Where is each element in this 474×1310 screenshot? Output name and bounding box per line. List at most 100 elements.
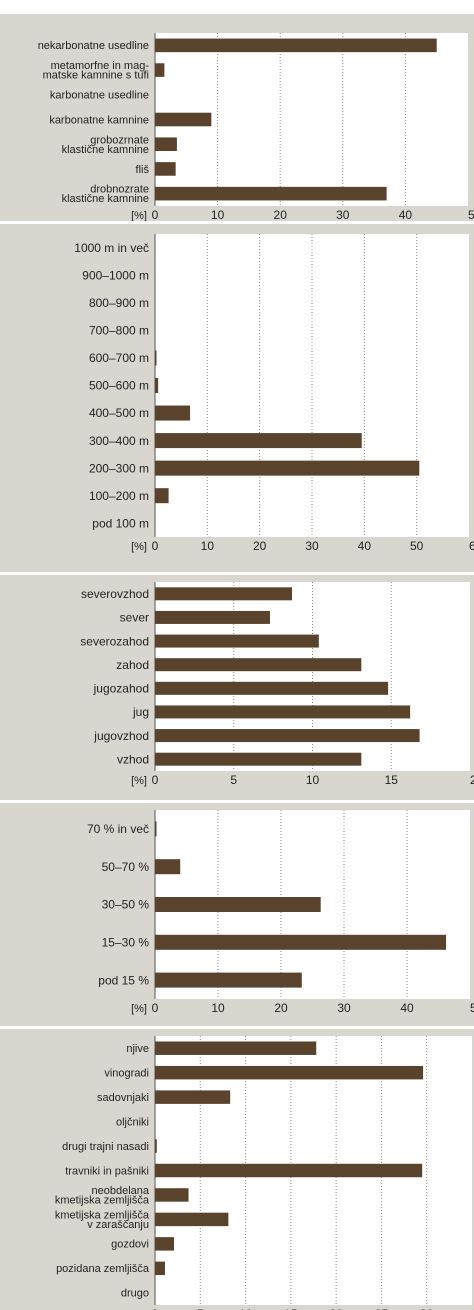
category-label: pod 100 m	[92, 516, 149, 530]
tick-label: 5	[197, 1307, 204, 1310]
tick-label: 20	[329, 1307, 343, 1310]
tick-label: 10	[211, 1001, 225, 1015]
tick-label: 0	[152, 208, 159, 221]
bar	[155, 681, 389, 695]
bar	[155, 587, 293, 601]
chart-2: 1000 m in več 900–1000 m 800–900 m 700–800 …	[0, 224, 474, 572]
tick-label: 10	[239, 1307, 253, 1310]
category-label: 30–50 %	[102, 898, 150, 912]
chart-5: njive vinogradi sadovnjaki oljčniki drugi tr…	[0, 1029, 474, 1310]
category-label: drobnozrate	[90, 184, 149, 196]
tick-label: 50	[470, 1001, 474, 1015]
category-label: njive	[126, 1043, 149, 1055]
category-label: severozahod	[80, 634, 149, 648]
bar	[155, 63, 165, 77]
category-label: drugi trajni nasadi	[62, 1141, 149, 1153]
category-label: 500–600 m	[89, 379, 149, 393]
tick-label: 20	[253, 539, 267, 553]
category-label: pod 15 %	[98, 973, 149, 987]
category-label: 800–900 m	[89, 296, 149, 310]
bar	[155, 1065, 424, 1080]
category-label: nekarbonatne usedline	[38, 40, 149, 52]
category-label: kmetijska zemljišča	[55, 1210, 150, 1222]
tick-label: 30	[336, 208, 350, 221]
category-label: 70 % in več	[87, 822, 149, 836]
category-label: matske kamnine s tufi	[43, 70, 149, 82]
category-label: 15–30 %	[102, 936, 150, 950]
tick-label: 10	[306, 773, 320, 787]
category-label: 900–1000 m	[82, 269, 149, 283]
tick-label: 0	[152, 773, 159, 787]
tick-label: 30	[420, 1307, 434, 1310]
bar	[155, 38, 437, 53]
plot-area	[155, 582, 470, 771]
tick-label: 60	[469, 539, 474, 553]
tick-label: 20	[274, 208, 288, 221]
bar	[155, 460, 420, 476]
category-label: gozdovi	[111, 1239, 149, 1251]
category-label: 400–500 m	[89, 406, 149, 420]
tick-label: 10	[201, 539, 215, 553]
category-label: 300–400 m	[89, 434, 149, 448]
tick-label: 25	[375, 1307, 389, 1310]
category-label: jugozahod	[93, 682, 149, 696]
bar	[155, 934, 447, 950]
category-label: metamorfne in mag-	[51, 60, 150, 72]
category-label: zahod	[116, 658, 149, 672]
tick-label: 20	[470, 773, 474, 787]
bar	[155, 972, 302, 988]
chart-1: nekarbonatne usedline metamorfne in mag-m…	[0, 14, 474, 221]
category-label: sever	[120, 611, 149, 625]
tick-label: 20	[274, 1001, 288, 1015]
bar	[155, 350, 157, 366]
category-label: fliš	[136, 164, 150, 176]
bar	[155, 112, 212, 127]
chart-4: 70 % in več 50–70 % 30–50 % 15–30 % pod 15 %…	[0, 803, 474, 1026]
tick-label: 0	[152, 539, 159, 553]
bar	[155, 488, 169, 504]
category-label: 100–200 m	[89, 489, 149, 503]
tick-label: 30	[337, 1001, 351, 1015]
bar	[155, 186, 387, 201]
category-label: neobdelana	[91, 1185, 149, 1197]
tick-label: 15	[385, 773, 399, 787]
tick-label: 5	[230, 773, 237, 787]
x-axis-label: [%]	[131, 541, 147, 553]
category-label: 1000 m in več	[74, 241, 149, 255]
category-label: klastične kamnine	[62, 193, 149, 205]
category-label: klastične kamnine	[62, 144, 149, 156]
x-axis-label: [%]	[131, 775, 147, 787]
tick-label: 10	[211, 208, 225, 221]
bar	[155, 162, 176, 176]
tick-label: 15	[284, 1307, 298, 1310]
category-label: sadovnjaki	[97, 1092, 149, 1104]
category-label: v zaraščanju	[87, 1219, 149, 1231]
tick-label: 50	[410, 539, 424, 553]
category-label: karbonatne usedline	[50, 90, 149, 102]
category-label: severovzhod	[81, 587, 149, 601]
bar	[155, 1090, 231, 1104]
chart-3: severovzhod sever severozahod zahod jugozaho…	[0, 575, 474, 800]
bar	[155, 729, 420, 743]
x-axis-label: [%]	[131, 210, 147, 221]
category-label: 200–300 m	[89, 461, 149, 475]
bar	[155, 1261, 165, 1276]
bar	[155, 405, 191, 421]
tick-label: 0	[152, 1307, 159, 1310]
category-label: grobozrnate	[90, 134, 149, 146]
bar	[155, 1163, 423, 1178]
bar	[155, 1237, 175, 1251]
bar	[155, 821, 157, 837]
category-label: vinogradi	[104, 1068, 149, 1080]
tick-label: 30	[305, 539, 319, 553]
category-label: travniki in pašniki	[65, 1165, 149, 1177]
bar	[155, 634, 319, 648]
tick-label: 0	[152, 1001, 159, 1015]
category-label: 600–700 m	[89, 351, 149, 365]
category-label: karbonatne kamnine	[49, 114, 149, 126]
category-label: jug	[132, 705, 149, 719]
bar	[155, 859, 181, 875]
category-label: 50–70 %	[102, 860, 150, 874]
bar	[155, 1188, 189, 1202]
